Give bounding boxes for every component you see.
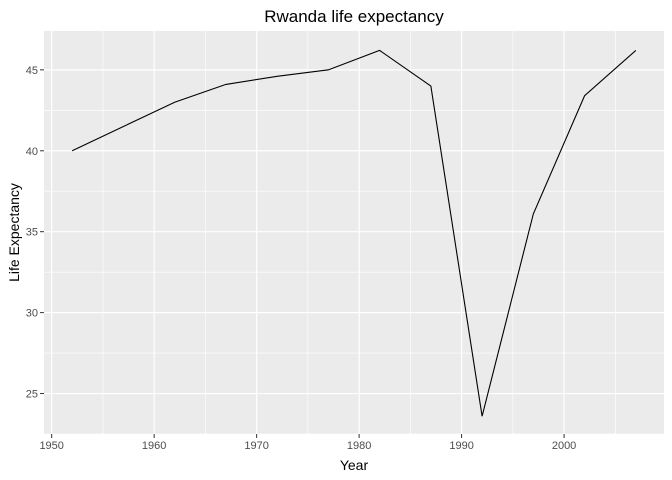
x-tick-label: 1970 xyxy=(244,440,268,452)
x-tick-label: 1990 xyxy=(449,440,473,452)
y-tick-label: 35 xyxy=(26,227,38,239)
x-tick-label: 1980 xyxy=(347,440,371,452)
plot-panel xyxy=(44,31,664,434)
x-tick-label: 1960 xyxy=(142,440,166,452)
x-axis-title: Year xyxy=(340,457,369,473)
y-tick-label: 40 xyxy=(26,146,38,158)
minor-gridlines xyxy=(44,31,664,435)
y-tick-label: 30 xyxy=(26,308,38,320)
y-axis-title: Life Expectancy xyxy=(6,183,22,282)
x-tick-label: 2000 xyxy=(552,440,576,452)
chart-title: Rwanda life expectancy xyxy=(264,7,444,26)
y-tick-label: 25 xyxy=(26,389,38,401)
x-axis-ticks: 1950 1960 1970 1980 1990 2000 xyxy=(39,434,576,452)
major-gridlines xyxy=(44,31,664,434)
y-axis-ticks: 25 30 35 40 45 xyxy=(26,65,44,401)
x-tick-label: 1950 xyxy=(39,440,63,452)
y-tick-label: 45 xyxy=(26,65,38,77)
life-expectancy-line xyxy=(71,49,637,417)
